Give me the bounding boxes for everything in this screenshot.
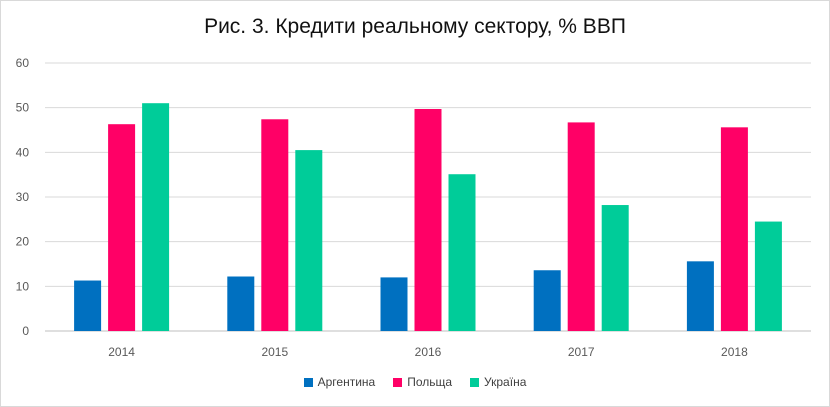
x-tick-label: 2017	[568, 345, 595, 359]
legend-item: Україна	[470, 375, 526, 389]
bar-2016-Польща	[414, 109, 442, 331]
bar-2015-Україна	[295, 150, 323, 331]
legend-swatch	[470, 377, 480, 387]
bar-2016-Україна	[448, 174, 476, 331]
legend-label: Аргентина	[317, 375, 376, 389]
y-tick-label: 0	[22, 324, 29, 338]
legend-item: Аргентина	[303, 375, 376, 389]
bar-2016-Аргентина	[380, 277, 408, 331]
bar-2017-Аргентина	[533, 270, 561, 331]
legend-swatch	[303, 377, 313, 387]
legend-swatch	[393, 377, 403, 387]
x-tick-label: 2015	[261, 345, 288, 359]
legend-label: Україна	[484, 375, 527, 389]
legend-item: Польща	[393, 375, 452, 389]
y-tick-label: 50	[16, 101, 30, 115]
chart-title: Рис. 3. Кредити реальному сектору, % ВВП	[204, 15, 626, 38]
x-tick-label: 2016	[415, 345, 442, 359]
bar-2018-Україна	[754, 221, 782, 331]
y-tick-label: 60	[16, 56, 30, 70]
bar-2015-Польща	[261, 119, 289, 331]
legend-label: Польща	[407, 375, 453, 389]
bar-2017-Україна	[601, 205, 629, 331]
chart-legend: Аргентина Польща Україна	[1, 375, 829, 389]
bar-2014-Польща	[108, 124, 136, 332]
y-tick-label: 40	[16, 145, 30, 159]
bar-2017-Польща	[567, 122, 595, 331]
bar-2014-Україна	[142, 103, 170, 331]
y-tick-label: 10	[16, 279, 30, 293]
bar-2018-Польща	[720, 127, 748, 331]
y-tick-label: 20	[16, 235, 30, 249]
y-tick-label: 30	[16, 190, 30, 204]
bar-2018-Аргентина	[686, 261, 714, 331]
bar-2015-Аргентина	[227, 276, 255, 331]
x-tick-label: 2014	[108, 345, 135, 359]
bar-2014-Аргентина	[74, 280, 102, 331]
x-tick-label: 2018	[721, 345, 748, 359]
